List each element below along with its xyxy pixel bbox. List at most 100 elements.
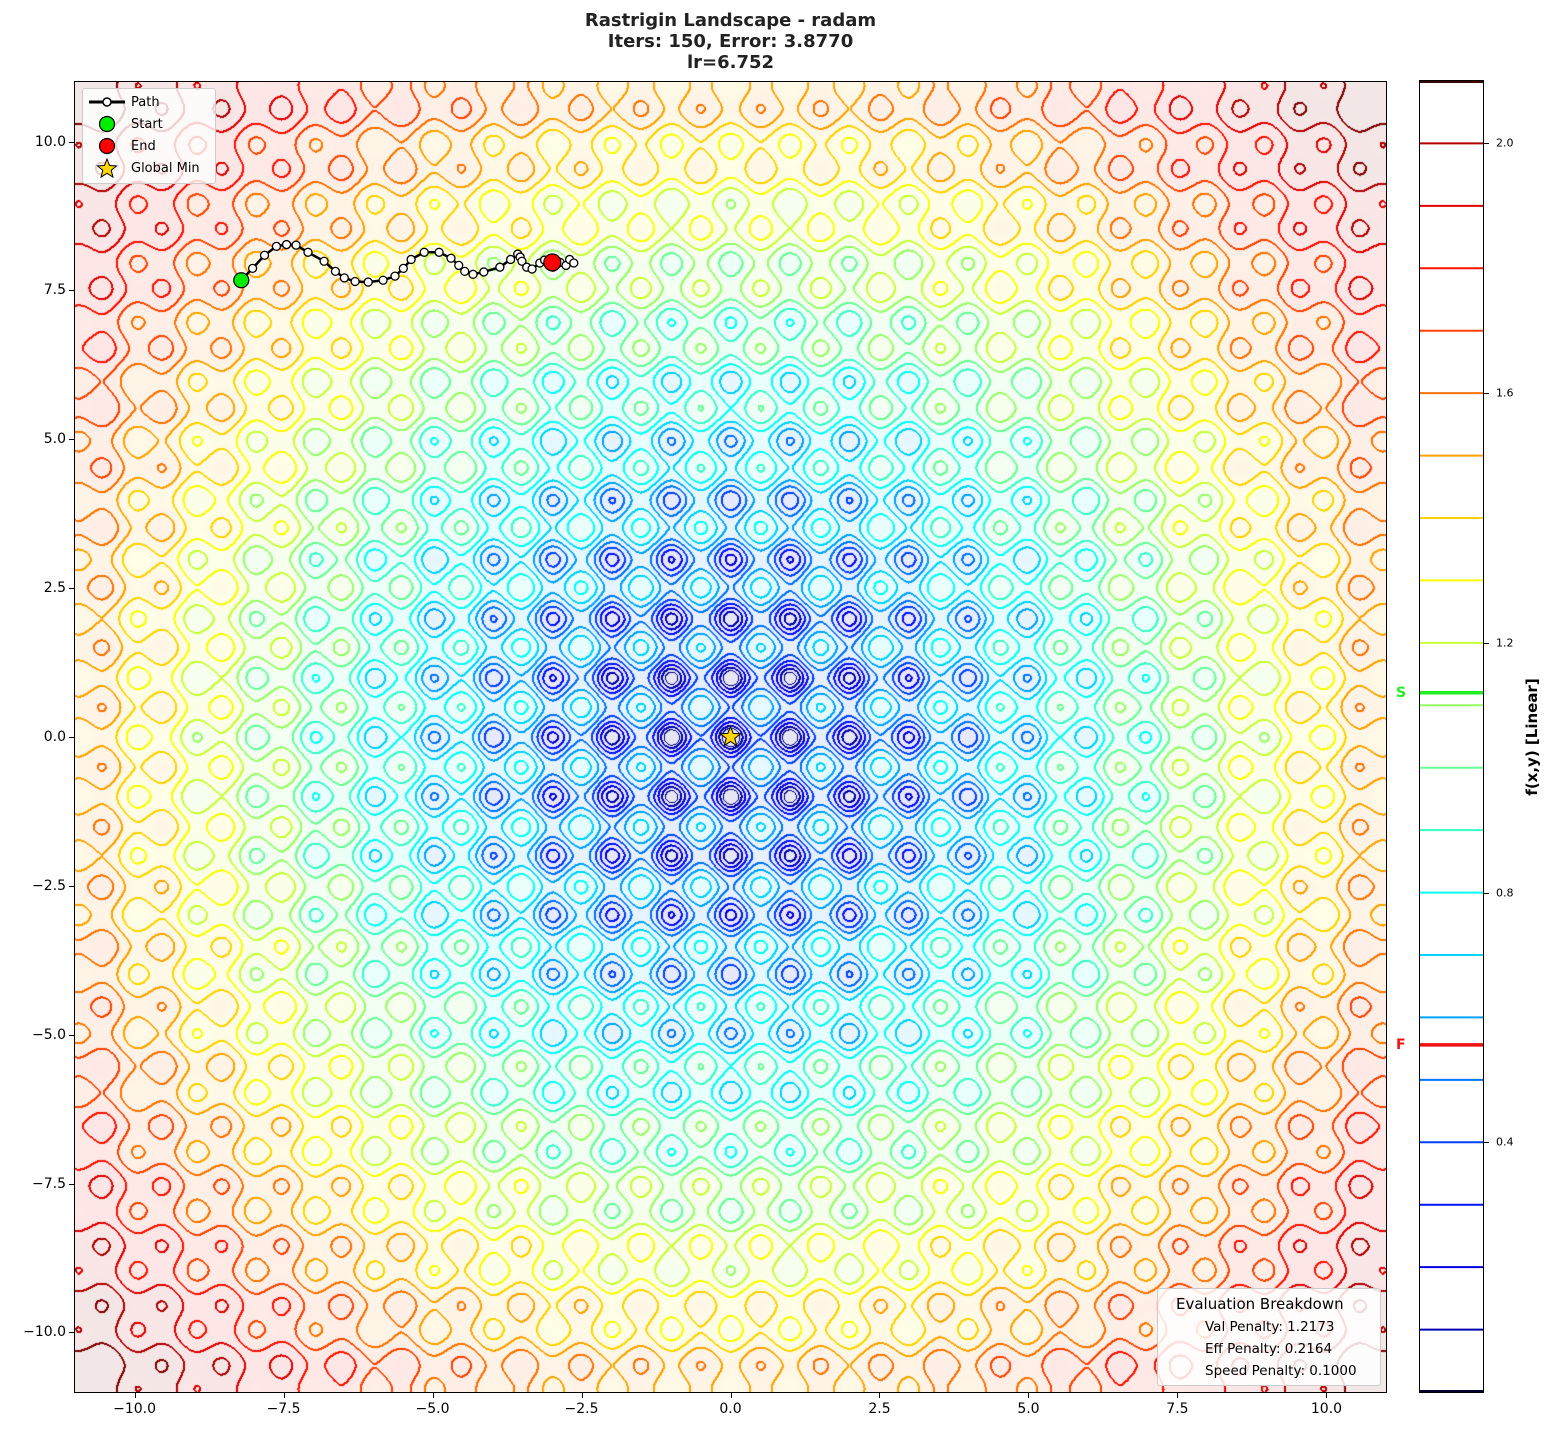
val-penalty: Val Penalty: 1.2173: [1205, 1319, 1335, 1335]
colorbar-tick-mark: [1484, 642, 1489, 644]
colorbar-tick-mark: [1484, 1142, 1489, 1144]
legend-label: Start: [131, 116, 163, 132]
y-tick-mark: [69, 290, 74, 292]
start-marker-icon: [98, 115, 116, 133]
title-line-1: Rastrigin Landscape - radam: [584, 10, 877, 31]
path-line-icon: [89, 97, 125, 107]
path-point: [505, 254, 516, 265]
x-tick-mark: [134, 1393, 136, 1398]
title-line-3: lr=6.752: [686, 52, 775, 73]
speed-penalty: Speed Penalty: 0.1000: [1205, 1363, 1357, 1379]
path-point: [271, 241, 282, 251]
path-overlay: [233, 239, 742, 747]
x-tick-label: 0.0: [719, 1401, 742, 1417]
path-point: [390, 271, 400, 281]
colorbar-tick-label: 2.0: [1496, 136, 1514, 150]
evaluation-title: Evaluation Breakdown: [1176, 1295, 1344, 1313]
y-tick-label: 10.0: [34, 133, 66, 150]
x-tick-label: 2.5: [868, 1401, 891, 1417]
chart-title: Rastrigin Landscape - radam Iters: 150, …: [74, 10, 1387, 73]
path-point: [398, 263, 408, 274]
colorbar-tick-mark: [1484, 892, 1489, 894]
path-point: [247, 263, 258, 274]
x-tick-mark: [1326, 1393, 1328, 1398]
x-tick-label: 5.0: [1017, 1401, 1040, 1417]
path-point: [569, 258, 579, 268]
end-marker: [543, 253, 562, 272]
path-point: [259, 250, 270, 260]
x-tick-label: −5.0: [415, 1401, 450, 1417]
path-point: [460, 266, 470, 277]
y-tick-label: 5.0: [43, 431, 66, 448]
y-tick-mark: [69, 1183, 74, 1185]
x-tick-label: −10.0: [113, 1401, 157, 1417]
legend-global-min: Global Min: [83, 157, 200, 179]
colorbar-tick-label: 0.8: [1496, 886, 1514, 900]
y-tick-mark: [69, 588, 74, 590]
path-point: [350, 276, 360, 287]
title-line-2: Iters: 150, Error: 3.8770: [607, 31, 854, 52]
y-tick-mark: [69, 141, 74, 143]
path-point: [319, 256, 329, 266]
path-point: [281, 239, 292, 250]
path-point: [363, 277, 373, 287]
path-point: [479, 267, 489, 277]
path-point: [339, 273, 350, 283]
y-tick-label: 7.5: [43, 282, 66, 299]
colorbar-marker-label: S: [1396, 684, 1407, 701]
x-tick-mark: [581, 1393, 583, 1398]
eff-penalty: Eff Penalty: 0.2164: [1205, 1341, 1333, 1357]
star-icon: [96, 157, 118, 179]
x-tick-label: 7.5: [1166, 1401, 1189, 1417]
colorbar-tick-mark: [1484, 143, 1489, 145]
path-point: [303, 247, 313, 257]
legend-label: Path: [131, 94, 160, 110]
y-tick-mark: [69, 1332, 74, 1334]
y-tick-label: −2.5: [32, 877, 66, 894]
colorbar-tick-label: 0.4: [1496, 1135, 1514, 1149]
colorbar-tick-label: 1.2: [1496, 636, 1514, 650]
path-point: [330, 266, 341, 277]
colorbar-label: f(x,y) [Linear]: [1523, 678, 1541, 796]
x-tick-mark: [879, 1393, 881, 1398]
path-point: [495, 262, 505, 272]
legend: Path Start End Global Min: [82, 88, 216, 184]
start-marker: [233, 272, 250, 289]
x-tick-mark: [283, 1393, 285, 1398]
y-tick-mark: [69, 885, 74, 887]
y-tick-mark: [69, 1034, 74, 1036]
path-point: [291, 240, 301, 250]
x-tick-mark: [1177, 1393, 1179, 1398]
legend-label: Global Min: [131, 160, 200, 176]
global-min-star: [719, 725, 742, 747]
path-point: [468, 269, 478, 279]
y-tick-label: −5.0: [32, 1026, 66, 1043]
colorbar-tick-label: 1.6: [1496, 386, 1514, 400]
x-tick-mark: [730, 1393, 732, 1398]
colorbar-levels: [1420, 81, 1483, 1392]
path-point: [527, 264, 537, 274]
path-point: [446, 253, 456, 263]
legend-start: Start: [83, 113, 163, 135]
legend-end: End: [83, 135, 156, 157]
path-point: [419, 247, 429, 257]
legend-label: End: [131, 138, 156, 154]
x-tick-label: 10.0: [1310, 1401, 1342, 1417]
evaluation-breakdown: Evaluation Breakdown Val Penalty: 1.2173…: [1157, 1288, 1381, 1386]
path-point: [406, 254, 416, 265]
colorbar: [1419, 80, 1484, 1393]
path-point: [434, 247, 444, 257]
y-tick-label: 2.5: [43, 580, 66, 597]
colorbar-marker-label: F: [1396, 1036, 1406, 1053]
y-tick-label: 0.0: [43, 729, 66, 745]
y-tick-mark: [69, 439, 74, 441]
y-tick-mark: [69, 737, 74, 738]
colorbar-tick-mark: [1484, 393, 1489, 395]
x-tick-mark: [1028, 1393, 1030, 1398]
y-tick-label: −7.5: [32, 1175, 66, 1192]
end-marker-icon: [98, 137, 116, 155]
x-tick-label: −2.5: [564, 1401, 599, 1417]
legend-path: Path: [83, 91, 160, 113]
plot-area: [74, 81, 1387, 1393]
x-tick-label: −7.5: [266, 1401, 301, 1417]
